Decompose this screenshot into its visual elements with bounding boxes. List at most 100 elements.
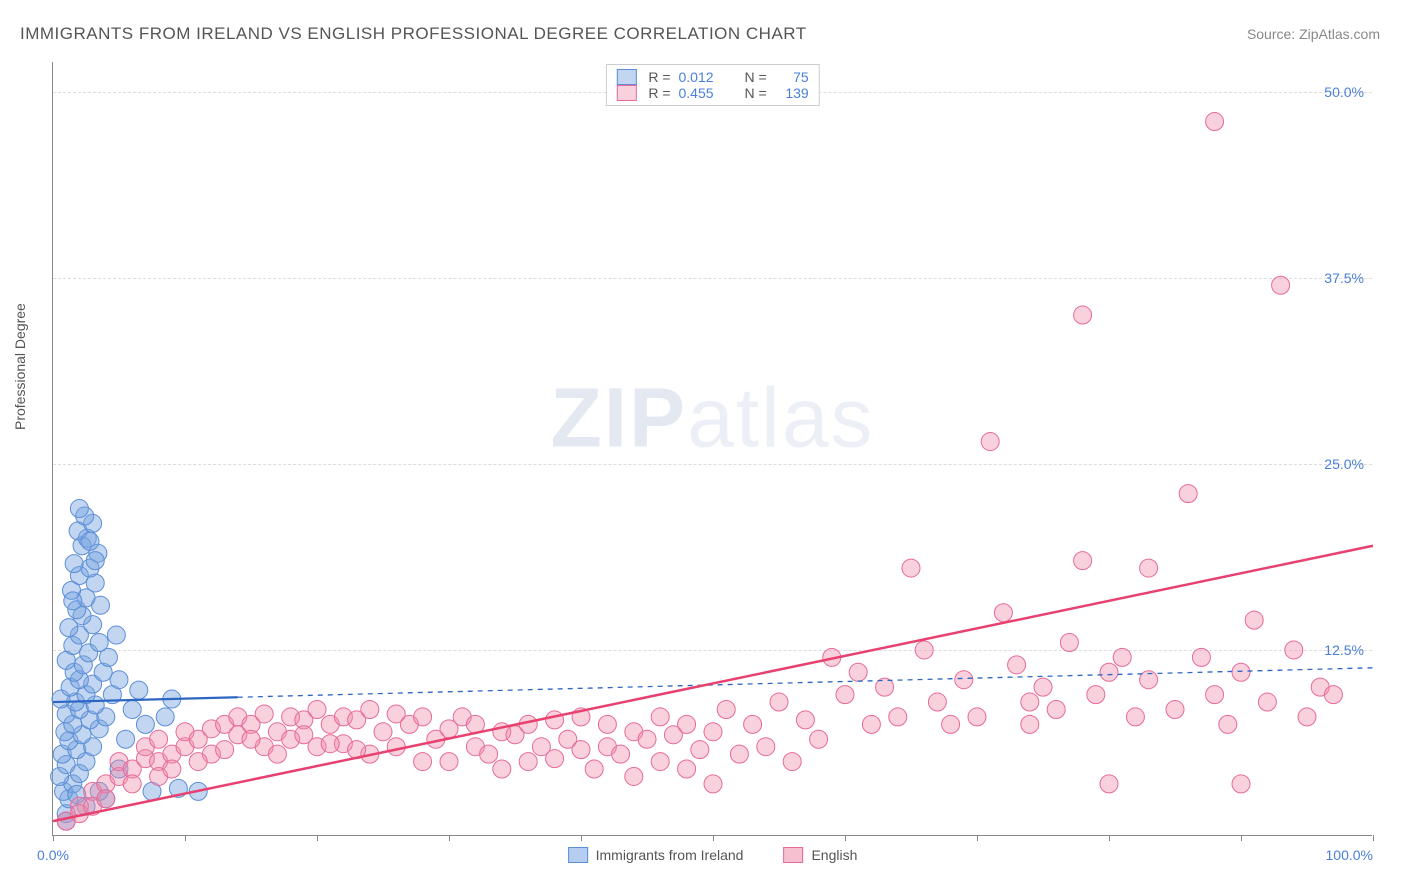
scatter-point: [862, 715, 880, 733]
x-tick: [317, 835, 318, 841]
scatter-point: [295, 726, 313, 744]
scatter-point: [1298, 708, 1316, 726]
scatter-point: [651, 753, 669, 771]
scatter-point: [730, 745, 748, 763]
scatter-point: [480, 745, 498, 763]
scatter-point: [117, 730, 135, 748]
scatter-point: [1179, 485, 1197, 503]
legend-swatch: [783, 847, 803, 863]
scatter-point: [163, 760, 181, 778]
scatter-point: [1034, 678, 1052, 696]
scatter-point: [70, 500, 88, 518]
x-tick: [581, 835, 582, 841]
r-value: 0.012: [679, 69, 727, 85]
scatter-point: [678, 760, 696, 778]
x-tick-label: 0.0%: [37, 847, 69, 863]
scatter-point: [770, 693, 788, 711]
scatter-point: [915, 641, 933, 659]
scatter-point: [1008, 656, 1026, 674]
scatter-point: [123, 700, 141, 718]
scatter-point: [255, 705, 273, 723]
scatter-point: [1021, 715, 1039, 733]
scatter-point: [97, 790, 115, 808]
scatter-point: [130, 681, 148, 699]
x-tick: [449, 835, 450, 841]
scatter-point: [1113, 648, 1131, 666]
scatter-point: [64, 592, 82, 610]
x-tick: [1373, 835, 1374, 841]
scatter-point: [1245, 611, 1263, 629]
scatter-point: [81, 532, 99, 550]
scatter-point: [1258, 693, 1276, 711]
legend-swatch: [616, 69, 636, 85]
scatter-point: [1087, 686, 1105, 704]
n-value: 139: [775, 85, 809, 101]
source-label: Source:: [1247, 26, 1299, 42]
x-tick: [977, 835, 978, 841]
scatter-point: [638, 730, 656, 748]
scatter-point: [691, 741, 709, 759]
scatter-point: [836, 686, 854, 704]
scatter-point: [268, 745, 286, 763]
scatter-point: [598, 715, 616, 733]
scatter-point: [704, 775, 722, 793]
scatter-point: [1285, 641, 1303, 659]
scatter-point: [651, 708, 669, 726]
scatter-point: [1192, 648, 1210, 666]
scatter-point: [136, 715, 154, 733]
r-label: R =: [648, 85, 670, 101]
legend-stat-row: R =0.012N =75: [616, 69, 808, 85]
scatter-point: [783, 753, 801, 771]
y-axis-label: Professional Degree: [12, 303, 28, 430]
trend-line-dashed: [238, 668, 1373, 697]
scatter-point: [1206, 113, 1224, 131]
scatter-point: [1021, 693, 1039, 711]
scatter-point: [928, 693, 946, 711]
n-label: N =: [745, 85, 767, 101]
scatter-point: [440, 753, 458, 771]
scatter-point: [1166, 700, 1184, 718]
scatter-point: [1047, 700, 1065, 718]
scatter-point: [1100, 663, 1118, 681]
x-tick: [53, 835, 54, 841]
scatter-point: [86, 552, 104, 570]
scatter-point: [612, 745, 630, 763]
x-tick: [1241, 835, 1242, 841]
scatter-point: [65, 555, 83, 573]
scatter-point: [216, 741, 234, 759]
scatter-point: [156, 708, 174, 726]
scatter-point: [374, 723, 392, 741]
scatter-point: [150, 730, 168, 748]
scatter-point: [994, 604, 1012, 622]
scatter-point: [889, 708, 907, 726]
scatter-point: [1219, 715, 1237, 733]
chart-title: IMMIGRANTS FROM IRELAND VS ENGLISH PROFE…: [20, 24, 807, 44]
legend-bottom: Immigrants from IrelandEnglish: [568, 847, 858, 863]
x-tick: [845, 835, 846, 841]
scatter-point: [361, 700, 379, 718]
legend-item: English: [783, 847, 857, 863]
plot-area: ZIPatlas 12.5%25.0%37.5%50.0% 0.0%100.0%…: [52, 62, 1372, 836]
scatter-point: [189, 753, 207, 771]
scatter-point: [493, 760, 511, 778]
scatter-point: [57, 812, 75, 830]
scatter-point: [1232, 775, 1250, 793]
scatter-point: [757, 738, 775, 756]
scatter-point: [546, 711, 564, 729]
x-tick: [1109, 835, 1110, 841]
scatter-point: [955, 671, 973, 689]
scatter-point: [942, 715, 960, 733]
r-label: R =: [648, 69, 670, 85]
r-value: 0.455: [679, 85, 727, 101]
x-tick: [713, 835, 714, 841]
scatter-point: [107, 626, 125, 644]
source-site: ZipAtlas.com: [1299, 26, 1380, 42]
legend-stat-row: R = 0.455 N = 139: [616, 85, 808, 101]
scatter-point: [968, 708, 986, 726]
scatter-point: [1324, 686, 1342, 704]
scatter-point: [625, 767, 643, 785]
scatter-point: [585, 760, 603, 778]
n-label: N =: [745, 69, 767, 85]
scatter-point: [1100, 775, 1118, 793]
x-tick: [185, 835, 186, 841]
